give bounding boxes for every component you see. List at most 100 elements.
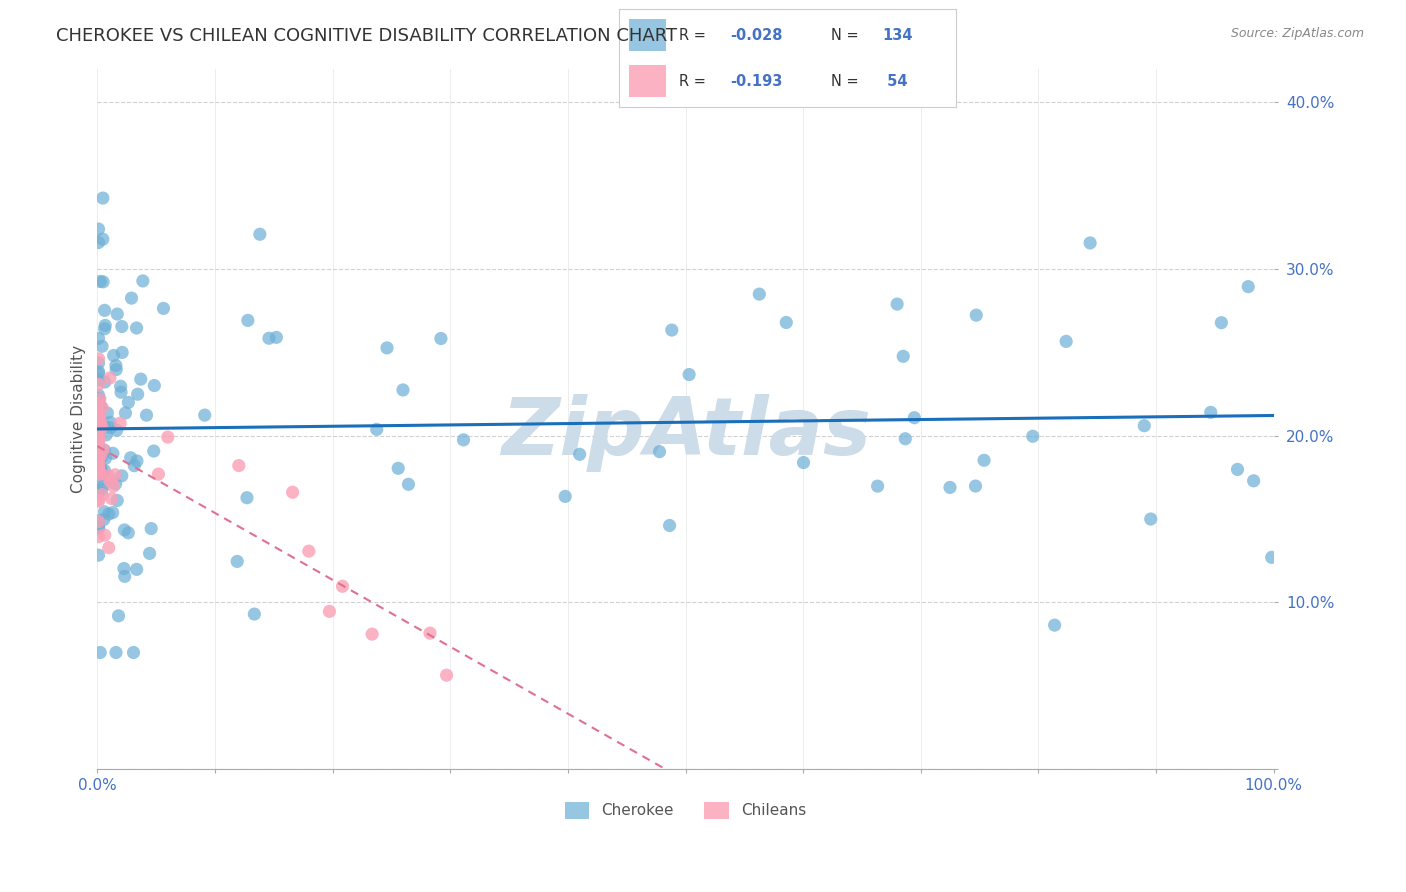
Point	[87, 445, 110, 459]
Point	[105, 307, 128, 321]
Point	[226, 554, 249, 568]
Point	[792, 456, 814, 470]
Point	[965, 308, 987, 322]
Point	[894, 432, 917, 446]
Point	[568, 447, 591, 461]
Point	[87, 388, 110, 402]
Point	[141, 522, 163, 536]
Point	[87, 222, 110, 236]
Text: R =: R =	[679, 74, 711, 89]
Text: Source: ZipAtlas.com: Source: ZipAtlas.com	[1230, 27, 1364, 40]
Point	[266, 330, 288, 344]
Point	[387, 461, 409, 475]
Point	[104, 359, 127, 373]
Point	[87, 438, 110, 452]
Point	[89, 392, 111, 406]
Point	[91, 232, 114, 246]
Legend: Cherokee, Chileans: Cherokee, Chileans	[558, 796, 813, 825]
Point	[152, 301, 174, 316]
Point	[87, 494, 110, 508]
Point	[1078, 235, 1101, 250]
Point	[112, 561, 135, 575]
Point	[194, 408, 217, 422]
Point	[87, 460, 110, 475]
Point	[1199, 405, 1222, 419]
Text: N =: N =	[831, 74, 863, 89]
Point	[87, 367, 110, 381]
Point	[87, 463, 110, 477]
Point	[661, 323, 683, 337]
Point	[87, 460, 110, 475]
Point	[87, 484, 110, 499]
Point	[90, 399, 112, 413]
Point	[121, 291, 143, 305]
Point	[243, 607, 266, 621]
Point	[1139, 512, 1161, 526]
Text: -0.028: -0.028	[730, 28, 783, 43]
Point	[127, 387, 149, 401]
Point	[87, 438, 110, 452]
Point	[419, 626, 441, 640]
Point	[281, 485, 304, 500]
Point	[678, 368, 700, 382]
Point	[122, 646, 145, 660]
Point	[117, 525, 139, 540]
Point	[105, 423, 128, 437]
Text: 134: 134	[882, 28, 912, 43]
Point	[97, 469, 120, 483]
Point	[87, 377, 110, 392]
Point	[96, 406, 118, 420]
Point	[107, 608, 129, 623]
Point	[129, 372, 152, 386]
Point	[1226, 462, 1249, 476]
Point	[90, 421, 112, 435]
Point	[298, 544, 321, 558]
Point	[973, 453, 995, 467]
Point	[87, 392, 110, 406]
Point	[97, 507, 120, 521]
Point	[93, 505, 115, 519]
Point	[93, 478, 115, 492]
Point	[93, 443, 115, 458]
Point	[361, 627, 384, 641]
Point	[87, 411, 110, 425]
Point	[87, 456, 110, 470]
Point	[1237, 279, 1260, 293]
Point	[87, 452, 110, 467]
Point	[125, 321, 148, 335]
Point	[87, 422, 110, 436]
Point	[104, 477, 127, 491]
Point	[87, 235, 110, 250]
Point	[90, 420, 112, 434]
Point	[1243, 474, 1265, 488]
Point	[87, 365, 110, 379]
Point	[90, 450, 112, 465]
Point	[108, 416, 131, 430]
Point	[104, 467, 127, 482]
Point	[453, 433, 475, 447]
Point	[93, 528, 115, 542]
Point	[110, 385, 132, 400]
Point	[87, 396, 110, 410]
Point	[125, 562, 148, 576]
Point	[87, 426, 110, 441]
Point	[1133, 418, 1156, 433]
Point	[91, 275, 114, 289]
Point	[236, 491, 259, 505]
Point	[94, 318, 117, 333]
Point	[90, 472, 112, 486]
Point	[249, 227, 271, 242]
Point	[398, 477, 420, 491]
Point	[91, 467, 114, 481]
Point	[91, 442, 114, 457]
Point	[93, 322, 115, 336]
Point	[105, 493, 128, 508]
Point	[100, 491, 122, 506]
Point	[87, 405, 110, 419]
Point	[87, 434, 110, 449]
Point	[87, 492, 110, 507]
Point	[96, 428, 118, 442]
Point	[87, 405, 110, 419]
Point	[110, 379, 132, 393]
Point	[94, 451, 117, 466]
